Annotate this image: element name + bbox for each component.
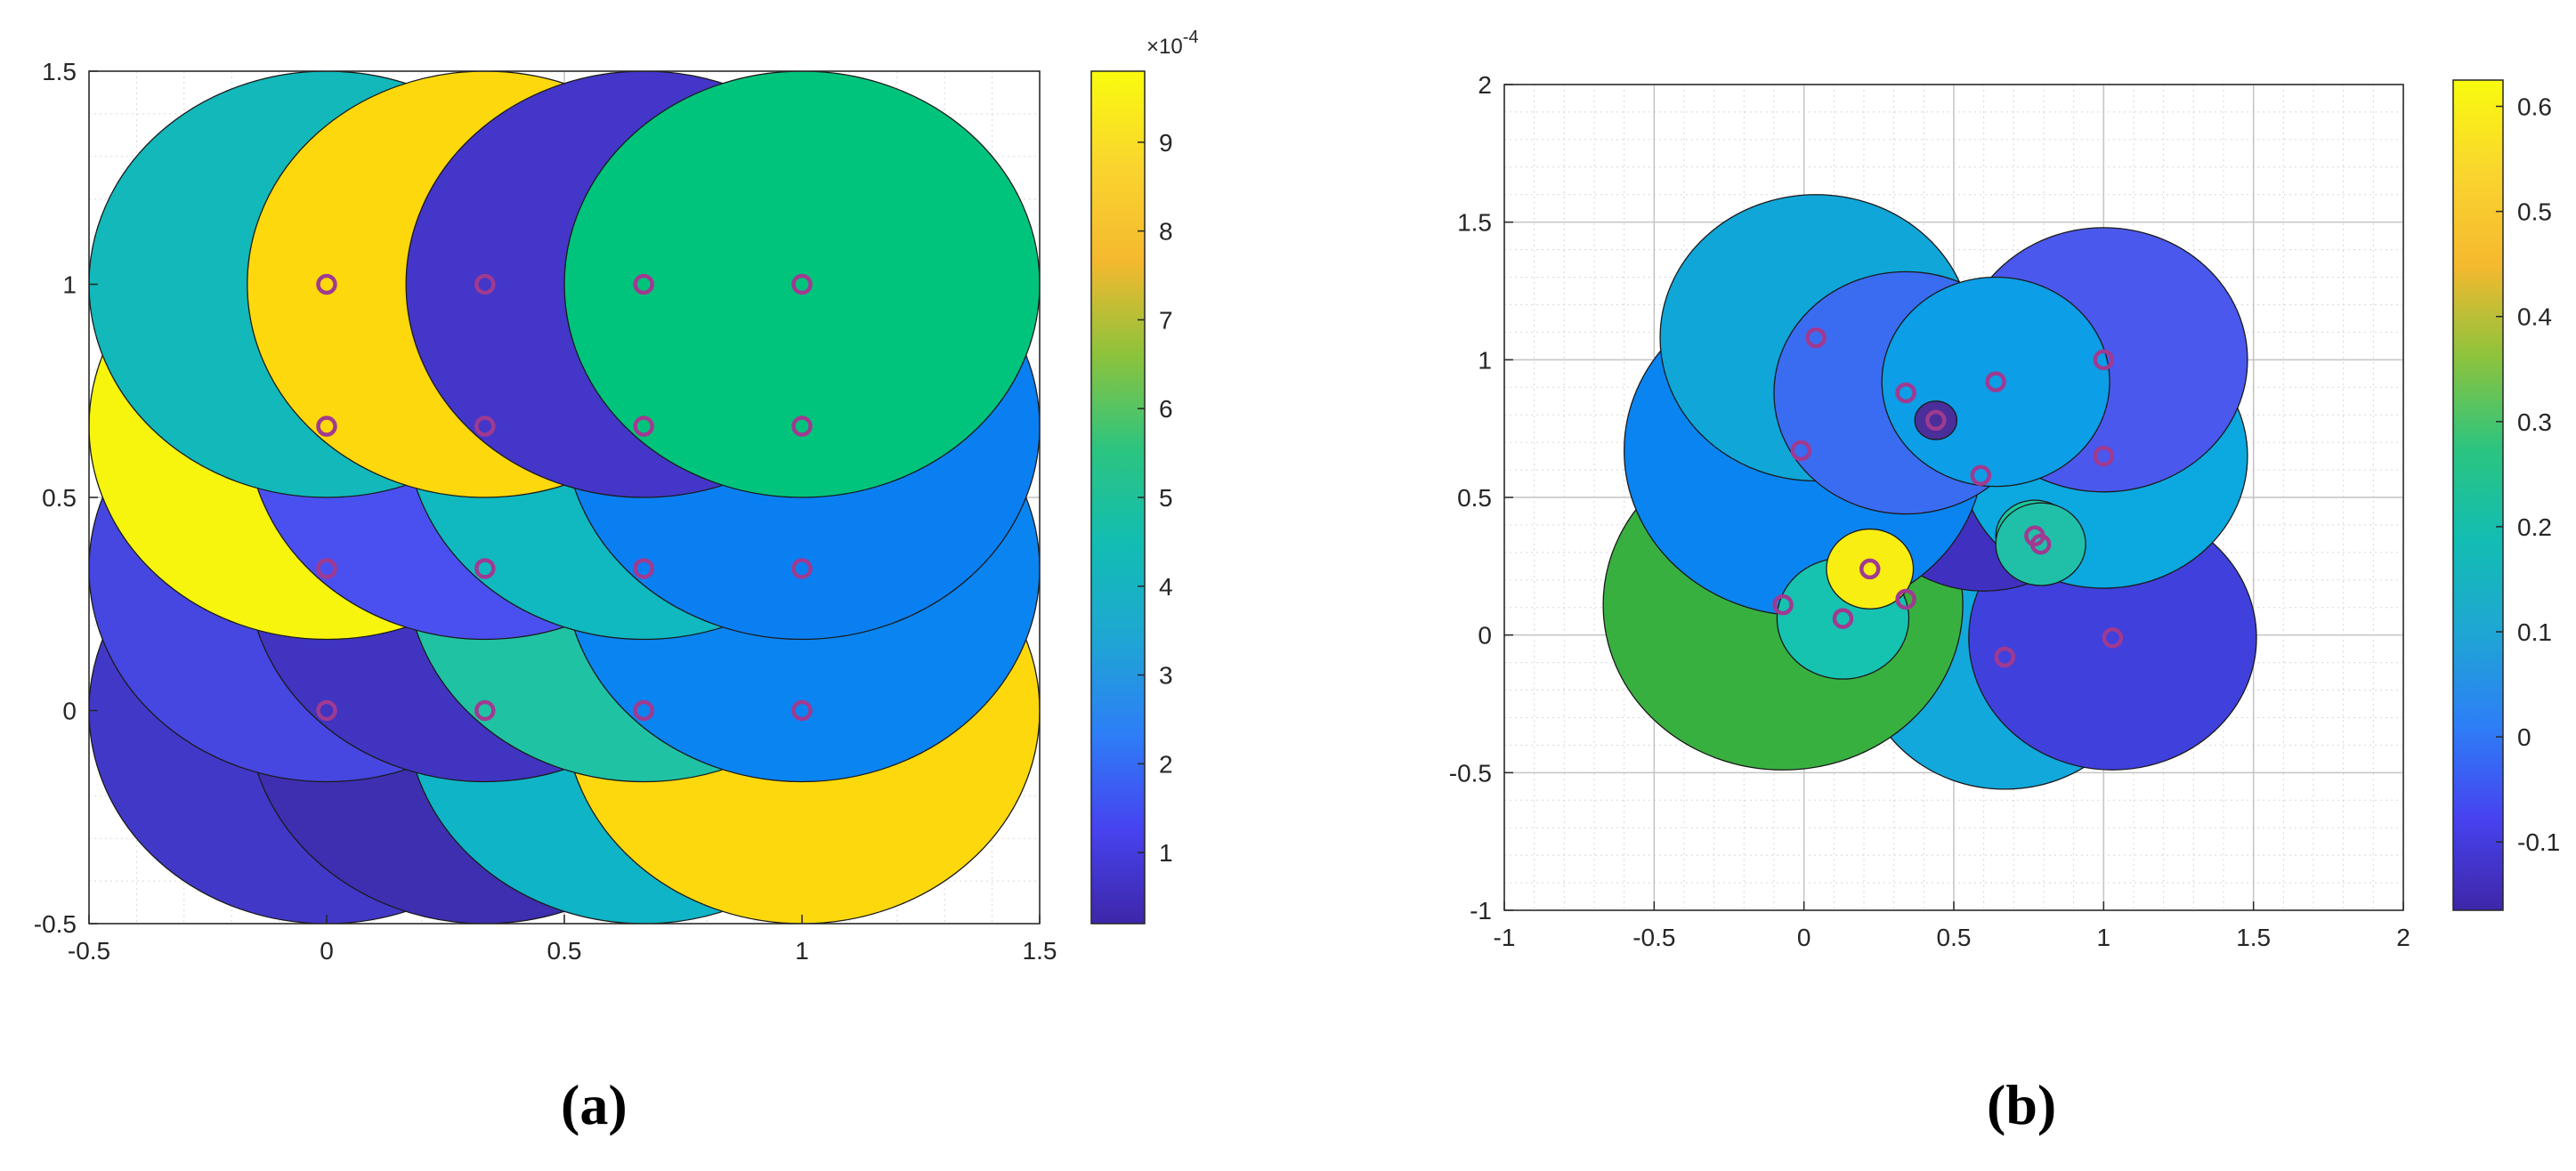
x-tick-label: 0.5: [1937, 924, 1972, 951]
x-tick-label: -1: [1494, 924, 1516, 951]
y-tick-label: 0.5: [1457, 484, 1492, 512]
colorbar: -0.1 0 0.1 0.2 0.3 0.4 0.5 0.6: [2452, 79, 2560, 911]
x-tick-label: -0.5: [1632, 924, 1675, 951]
panel-label-a: (a): [561, 1073, 628, 1136]
sensor-point: [1805, 327, 1827, 349]
sensor-point: [791, 558, 813, 579]
sensor-point: [474, 558, 496, 579]
colorbar-tick-label: 0.2: [2517, 513, 2552, 541]
circle-layer: [89, 71, 1040, 924]
x-tick-label: 0: [1797, 924, 1811, 951]
sensor-point: [316, 273, 337, 295]
sensor-point: [2093, 349, 2115, 371]
colorbar-tick-label: 0: [2517, 723, 2531, 751]
colorbar-tick-label: 1: [1159, 839, 1173, 867]
colorbar-exponent: ×10-4: [1146, 28, 1199, 59]
sensor-point: [2102, 627, 2124, 649]
circle-layer: [1602, 194, 2257, 790]
x-tick-label: 2: [2396, 924, 2410, 951]
sensor-point: [474, 699, 496, 722]
sensor-point: [1859, 558, 1881, 580]
x-tick-label: 1.5: [2236, 924, 2271, 951]
y-tick-label: 1.5: [1457, 209, 1492, 237]
sensor-point: [474, 273, 496, 295]
panel-a-chart: -0.5 0 0.5 1 1.5 -0.5 0 0.5 1 1.5 1 2 3 4 5 6 7 8 9 ×10-4: [34, 28, 1199, 965]
sensor-point: [633, 273, 654, 295]
colorbar-tick-label: 6: [1159, 395, 1173, 423]
colorbar-tick-label: 0.5: [2517, 198, 2552, 226]
sensor-point: [474, 416, 496, 437]
sensor-point: [2093, 445, 2115, 467]
colorbar-tick-label: 2: [1159, 750, 1173, 778]
x-tick-label: 0: [320, 937, 334, 965]
colorbar-tick-label: 9: [1159, 129, 1173, 157]
colorbar-tick-label: 0.1: [2517, 618, 2552, 646]
sensor-point: [633, 558, 654, 579]
colorbar-tick-label: 0.4: [2517, 303, 2552, 331]
sensor-point: [1970, 464, 1992, 487]
sensor-point: [1832, 608, 1854, 629]
sensor-point: [1925, 409, 1947, 432]
y-tick-label: 0: [1478, 622, 1492, 650]
y-tick-label: -0.5: [1449, 759, 1492, 787]
colorbar-tick-label: 0.3: [2517, 408, 2552, 436]
sensor-point: [633, 416, 654, 437]
x-tick-label: 1: [2097, 924, 2111, 951]
y-tick-label: -1: [1470, 897, 1492, 925]
x-tick-label: -0.5: [68, 937, 110, 965]
colorbar-exponent-power: -4: [1183, 28, 1199, 47]
coverage-circle: [1881, 276, 2110, 488]
y-tick-label: 2: [1478, 71, 1492, 99]
sensor-point: [1985, 371, 2006, 392]
y-tick-label: 1.5: [42, 58, 77, 85]
sensor-point: [791, 273, 813, 295]
coverage-circle: [563, 71, 1040, 498]
sensor-point: [316, 416, 337, 437]
x-tick-label: 1: [795, 937, 809, 965]
sensor-point: [2029, 533, 2052, 555]
coverage-circle: [1914, 400, 1958, 440]
colorbar-tick-label: 7: [1159, 306, 1173, 334]
sensor-point: [316, 699, 337, 722]
sensor-point: [791, 416, 813, 437]
sensor-point: [1790, 440, 1812, 462]
sensor-point: [633, 699, 654, 722]
panel-label-b: (b): [1987, 1073, 2057, 1136]
y-tick-label: 0.5: [42, 484, 77, 512]
panel-b-chart: -1 -0.5 0 0.5 1 1.5 2 -1 -0.5 0 0.5 1 1.5 2 -0.1 0 0.1 0.…: [1449, 71, 2561, 951]
sensor-point: [1994, 646, 2015, 668]
y-tick-label: -0.5: [34, 910, 77, 938]
point-layer: [1772, 327, 2124, 668]
coverage-circle: [1826, 528, 1915, 610]
colorbar: 1 2 3 4 5 6 7 8 9 ×10-4: [1090, 28, 1199, 925]
colorbar-gradient: [1090, 70, 1146, 925]
sensor-point: [1895, 588, 1916, 610]
colorbar-tick-label: 8: [1159, 218, 1173, 246]
sensor-point: [1772, 594, 1794, 616]
colorbar-gradient: [2452, 79, 2504, 911]
y-tick-label: 1: [62, 271, 77, 299]
point-layer: [316, 273, 813, 722]
colorbar-tick-label: 3: [1159, 662, 1173, 690]
colorbar-tick-label: 5: [1159, 484, 1173, 512]
colorbar-tick-label: -0.1: [2517, 828, 2560, 856]
x-tick-label: 1.5: [1023, 937, 1057, 965]
y-tick-label: 1: [1478, 346, 1492, 374]
sensor-point: [316, 558, 337, 579]
colorbar-tick-label: 0.6: [2517, 93, 2552, 121]
sensor-point: [791, 699, 813, 722]
y-tick-label: 0: [62, 698, 77, 725]
colorbar-tick-label: 4: [1159, 573, 1173, 601]
x-tick-label: 0.5: [547, 937, 582, 965]
sensor-point: [1895, 382, 1916, 404]
